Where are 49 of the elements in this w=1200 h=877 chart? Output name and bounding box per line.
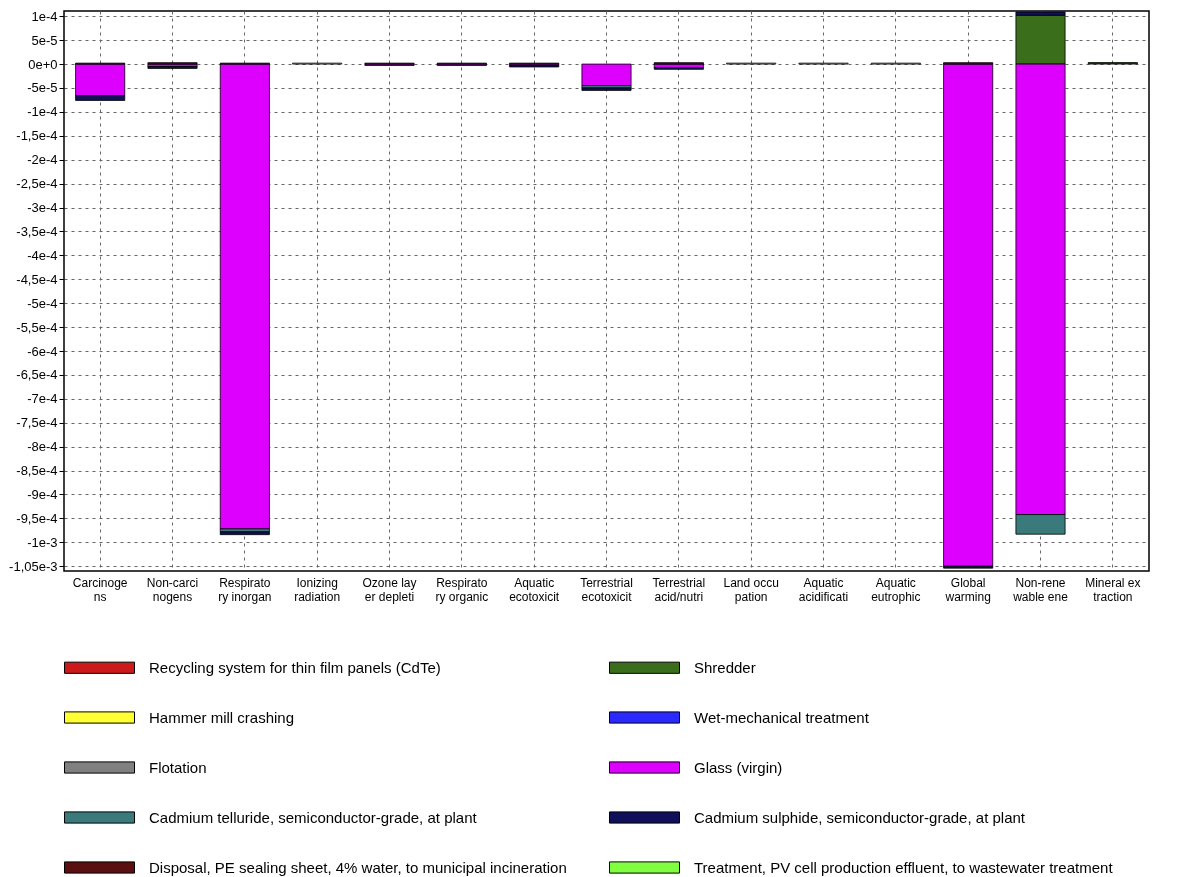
legend-label: Cadmium sulphide, semiconductor-grade, at plant (694, 808, 1026, 826)
y-tick-label: -4,5e-4 (16, 271, 58, 287)
legend-label: Wet-mechanical treatment (694, 708, 870, 726)
x-tick-label: Land occu pation (723, 575, 779, 604)
y-tick-label: -8e-4 (27, 439, 58, 455)
x-tick-label: Ozone lay er depleti (362, 575, 417, 604)
legend-label: Shredder (694, 658, 756, 676)
y-tick-label: -7e-4 (27, 391, 58, 407)
y-tick-label: 0e+0 (28, 56, 58, 72)
legend-label: Hammer mill crashing (149, 708, 295, 726)
y-tick-label: -8,5e-4 (16, 463, 58, 479)
x-tick-label: Terrestrial ecotoxicit (580, 575, 633, 604)
y-tick-label: -5,5e-4 (16, 319, 58, 335)
x-tick-label: Terrestrial acid/nutri (652, 575, 706, 604)
y-tick-label: -1e-4 (27, 104, 58, 120)
y-tick-label: -4e-4 (27, 247, 58, 263)
x-tick-label: Respirato ry inorgan (218, 575, 272, 604)
x-tick-label: Non-carci nogens (146, 575, 199, 604)
y-tick-label: -6e-4 (27, 343, 58, 359)
y-tick-label: -7,5e-4 (16, 415, 58, 431)
legend-label: Glass (virgin) (694, 758, 783, 776)
legend-label: Flotation (149, 758, 207, 776)
y-tick-label: -5e-5 (27, 80, 58, 96)
y-tick-label: 1e-4 (31, 8, 58, 24)
y-tick-label: -5e-4 (27, 295, 58, 311)
y-tick-label: 5e-5 (31, 32, 58, 48)
y-tick-label: -1e-3 (27, 534, 58, 550)
x-tick-label: Respirato ry organic (435, 575, 489, 604)
x-tick-label: Global warming (944, 575, 991, 604)
x-tick-label: Aquatic eutrophic (871, 575, 921, 604)
y-tick-label: -2e-4 (27, 152, 58, 168)
x-tick-label: Mineral ex traction (1085, 575, 1141, 604)
y-tick-label: -9,5e-4 (16, 510, 58, 526)
x-tick-label: Aquatic ecotoxicit (509, 575, 560, 604)
x-tick-label: Carcinoge ns (72, 575, 128, 604)
legend-label: Recycling system for thin film panels (CdTe) (149, 658, 441, 676)
y-tick-label: -1,5e-4 (16, 128, 58, 144)
legend-label: Disposal, PE sealing sheet, 4% water, to municipal incineration (149, 858, 567, 876)
legend-label: Cadmium telluride, semiconductor-grade, at plant (149, 808, 478, 826)
x-tick-label: Non-rene wable ene (1012, 575, 1069, 604)
y-tick-label: -6,5e-4 (16, 367, 58, 383)
y-tick-label: -3e-4 (27, 200, 58, 216)
x-tick-label: Aquatic acidificati (798, 575, 849, 604)
x-tick-label: Ionizing radiation (294, 575, 341, 604)
y-tick-label: -3,5e-4 (16, 223, 58, 239)
y-tick-label: -1,05e-3 (9, 558, 58, 574)
legend-label: Treatment, PV cell production effluent, to wastewater treatment (694, 858, 1114, 876)
y-tick-label: -9e-4 (27, 486, 58, 502)
y-tick-label: -2,5e-4 (16, 176, 58, 192)
